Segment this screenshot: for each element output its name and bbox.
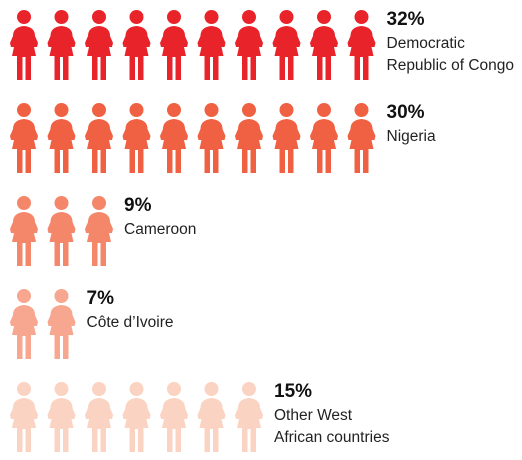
person-icon xyxy=(10,289,38,359)
category-row: 30% Nigeria xyxy=(10,102,436,173)
person-icon xyxy=(10,10,38,80)
percent-label: 7% xyxy=(87,288,115,309)
person-icon xyxy=(85,10,113,80)
person-icon xyxy=(347,10,376,80)
percent-label: 9% xyxy=(124,195,152,216)
category-label: Democratic xyxy=(387,35,466,52)
person-icon xyxy=(197,10,226,80)
person-icon xyxy=(85,196,113,266)
person-icon xyxy=(122,382,151,452)
person-icon xyxy=(347,103,376,173)
person-icon xyxy=(122,10,151,80)
person-icon xyxy=(47,103,76,173)
person-icon xyxy=(85,103,113,173)
person-icon xyxy=(197,382,226,452)
person-icon xyxy=(47,196,76,266)
category-row: 15% Other West African countries xyxy=(10,381,390,452)
person-icon xyxy=(235,382,263,452)
person-icon xyxy=(197,103,226,173)
person-icon xyxy=(47,382,76,452)
person-icon xyxy=(10,103,38,173)
person-icon xyxy=(122,103,151,173)
category-row: 7% Côte d’Ivoire xyxy=(10,288,174,359)
category-label: Republic of Congo xyxy=(387,57,515,74)
percent-label: 32% xyxy=(387,9,425,30)
person-icon xyxy=(272,103,301,173)
person-icon xyxy=(160,103,188,173)
category-label: Nigeria xyxy=(387,128,436,145)
person-icon xyxy=(47,289,76,359)
category-label: African countries xyxy=(274,429,390,446)
category-label: Côte d’Ivoire xyxy=(87,314,174,331)
category-label: Other West xyxy=(274,407,353,424)
person-icon xyxy=(235,10,263,80)
percent-label: 15% xyxy=(274,381,312,402)
person-icon xyxy=(310,10,338,80)
person-icon xyxy=(160,382,188,452)
category-label: Cameroon xyxy=(124,221,196,238)
category-row: 32% Democratic Republic of Congo xyxy=(10,9,514,80)
person-icon xyxy=(85,382,113,452)
person-icon xyxy=(10,382,38,452)
person-icon xyxy=(235,103,263,173)
person-icon xyxy=(272,10,301,80)
person-icon xyxy=(47,10,76,80)
person-icon xyxy=(310,103,338,173)
person-icon xyxy=(160,10,188,80)
category-row: 9% Cameroon xyxy=(10,195,196,266)
person-icon xyxy=(10,196,38,266)
percent-label: 30% xyxy=(387,102,425,123)
